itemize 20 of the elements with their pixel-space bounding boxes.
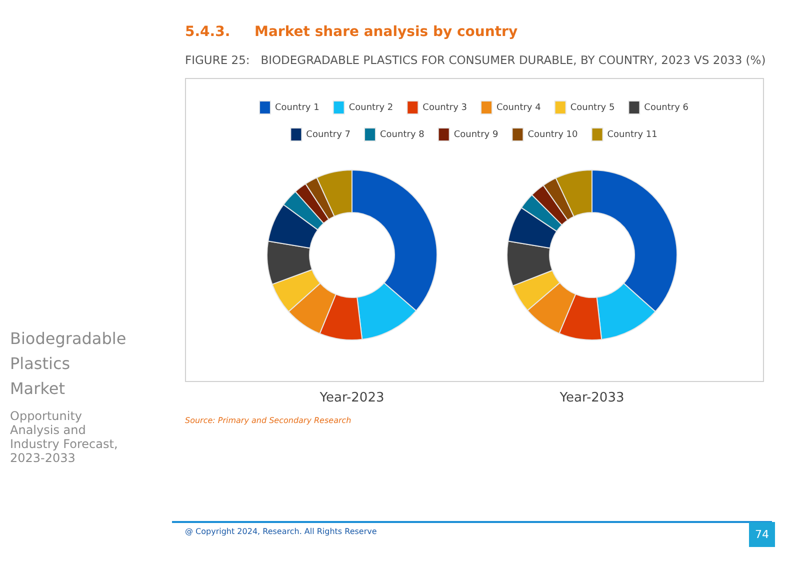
legend-label: Country 1	[274, 102, 320, 113]
text: 74	[749, 522, 775, 547]
legend-label: Country 10	[528, 130, 578, 140]
legend-label: Country 11	[607, 130, 658, 140]
legend-label: Country 4	[496, 102, 542, 113]
legend-label: Country 2	[348, 102, 394, 113]
legend-label: Country 7	[306, 130, 351, 140]
chart-title: FIGURE 25: BIODEGRADABLE PLASTICS FOR CONSUMER DURABLE, BY COUNTRY, 2023 VS 2033 (%)	[185, 53, 766, 67]
legend-label: Country 3	[422, 102, 468, 113]
slice-label: Year-2033	[558, 390, 624, 406]
legend-label: Country 8	[380, 130, 425, 140]
text: Biodegradable Plastics Market	[10, 328, 128, 400]
source-note: Source: Primary and Secondary Research	[185, 416, 352, 425]
slice-label: Year-2023	[318, 390, 384, 406]
legend-label: Country 5	[570, 102, 615, 113]
legend-label: Country 6	[644, 102, 689, 113]
text: 5.4.3. Market share analysis by country	[185, 24, 518, 40]
text: Opportunity Analysis and Industry Forecast, 2023-2033	[10, 409, 119, 465]
legend-label: Country 9	[454, 130, 498, 140]
text: @ Copyright 2024, Research. All Rights Reserve	[185, 527, 377, 536]
